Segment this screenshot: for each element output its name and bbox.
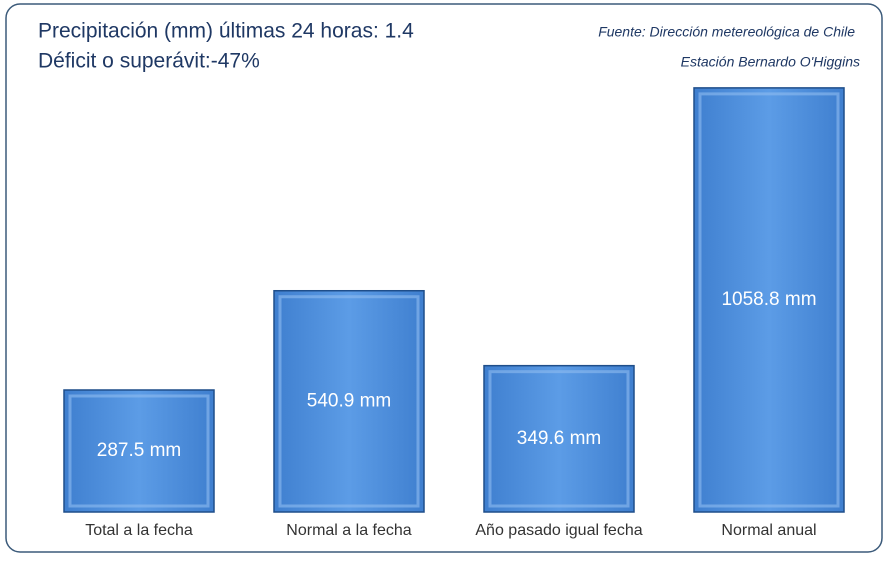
x-tick-label: Normal anual bbox=[721, 522, 816, 539]
x-tick-label: Normal a la fecha bbox=[286, 522, 411, 539]
value-label: 287.5 mm bbox=[97, 440, 181, 461]
source-note: Fuente: Dirección metereológica de Chile bbox=[598, 24, 855, 40]
value-label: 349.6 mm bbox=[517, 428, 601, 449]
bar-bevel bbox=[68, 394, 210, 508]
bar bbox=[63, 389, 215, 513]
bar-bevel bbox=[698, 92, 840, 508]
value-label: 540.9 mm bbox=[307, 390, 391, 411]
bar-bevel bbox=[278, 295, 420, 508]
bar bbox=[483, 364, 635, 513]
chart-frame bbox=[5, 3, 883, 553]
station-note: Estación Bernardo O'Higgins bbox=[681, 54, 860, 70]
bar bbox=[273, 289, 425, 513]
x-tick-label: Total a la fecha bbox=[85, 522, 193, 539]
bar bbox=[693, 87, 845, 513]
value-label: 1058.8 mm bbox=[721, 289, 816, 310]
x-tick-label: Año pasado igual fecha bbox=[475, 522, 642, 539]
bar-bevel bbox=[488, 370, 630, 508]
chart-title: Precipitación (mm) últimas 24 horas: 1.4 bbox=[38, 20, 414, 43]
chart-subtitle: Déficit o superávit:-47% bbox=[38, 50, 260, 73]
